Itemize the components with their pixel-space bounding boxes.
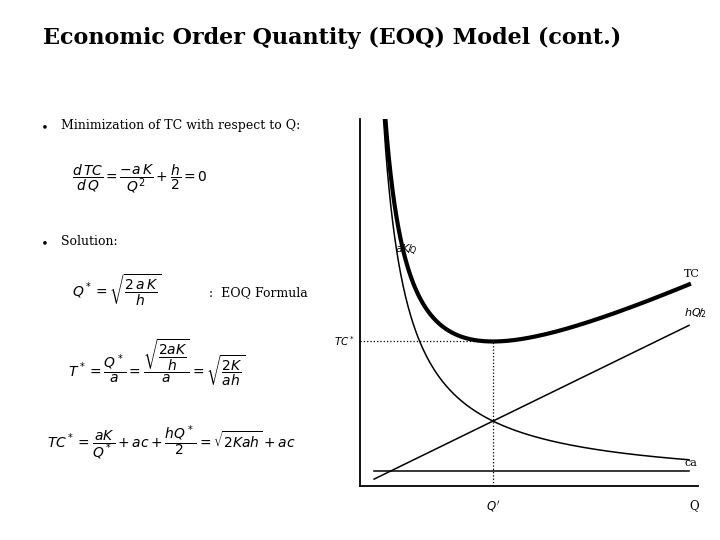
Text: $\bullet$: $\bullet$ xyxy=(40,235,48,248)
Text: Minimization of TC with respect to Q:: Minimization of TC with respect to Q: xyxy=(61,119,300,132)
Text: Solution:: Solution: xyxy=(61,235,118,248)
Text: $aK\!/\!_Q$: $aK\!/\!_Q$ xyxy=(395,243,417,258)
Text: $hQ\!/\!_2$: $hQ\!/\!_2$ xyxy=(684,306,706,320)
Text: Q: Q xyxy=(689,499,698,512)
Text: $TC^* = \dfrac{aK}{Q^*} + ac + \dfrac{hQ^*}{2} = \sqrt{2Kah} + ac$: $TC^* = \dfrac{aK}{Q^*} + ac + \dfrac{hQ… xyxy=(47,424,295,462)
Text: ca: ca xyxy=(684,457,697,468)
Text: $Q^* = \sqrt{\dfrac{2\,a\,K}{h}}$: $Q^* = \sqrt{\dfrac{2\,a\,K}{h}}$ xyxy=(72,273,161,308)
Text: $Q'$: $Q'$ xyxy=(486,499,500,515)
Text: :  EOQ Formula: : EOQ Formula xyxy=(209,286,307,299)
Text: $T^* = \dfrac{Q^*}{a} = \dfrac{\sqrt{\dfrac{2aK}{h}}}{a} = \sqrt{\dfrac{2K}{ah}}: $T^* = \dfrac{Q^*}{a} = \dfrac{\sqrt{\df… xyxy=(68,338,246,388)
Text: $\bullet$: $\bullet$ xyxy=(40,119,48,132)
Text: TC: TC xyxy=(684,269,700,279)
Text: $TC^*$: $TC^*$ xyxy=(334,335,355,348)
Text: Economic Order Quantity (EOQ) Model (cont.): Economic Order Quantity (EOQ) Model (con… xyxy=(43,27,621,49)
Text: $\dfrac{d\,TC}{d\,Q} = \dfrac{-a\,K}{Q^2} + \dfrac{h}{2} = 0$: $\dfrac{d\,TC}{d\,Q} = \dfrac{-a\,K}{Q^2… xyxy=(72,162,207,195)
